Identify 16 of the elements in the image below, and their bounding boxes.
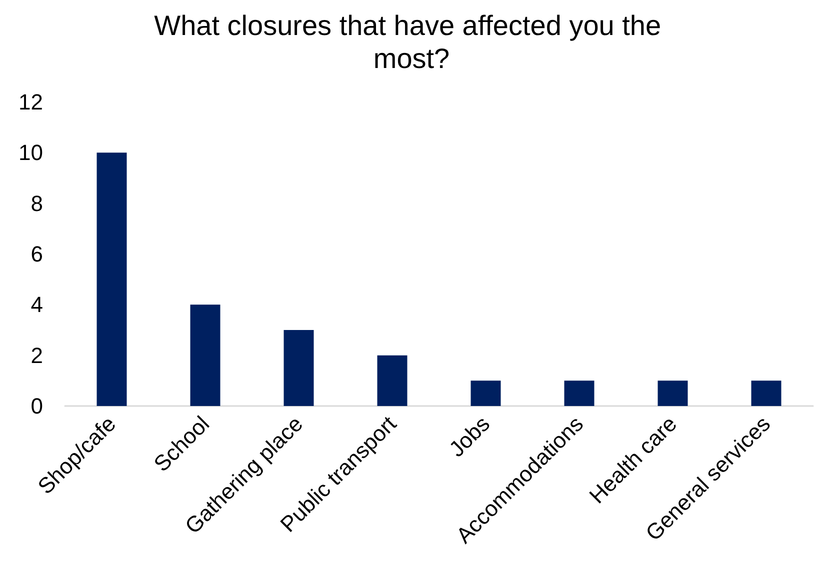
bar [658,380,688,406]
y-tick-label: 12 [18,90,43,114]
y-tick-label: 0 [30,394,43,418]
y-tick-label: 4 [30,292,43,318]
bar [564,380,594,406]
bar [96,152,127,406]
bar [284,330,314,406]
y-tick-label: 2 [30,342,43,368]
bar [190,304,220,406]
bar [377,355,408,406]
bar [470,380,501,406]
y-tick-label: 8 [30,190,43,216]
y-tick-label: 10 [18,140,43,166]
chart-title: What closures that have affected you the most? [154,10,669,74]
bar [751,380,782,406]
y-tick-label: 6 [30,242,43,266]
